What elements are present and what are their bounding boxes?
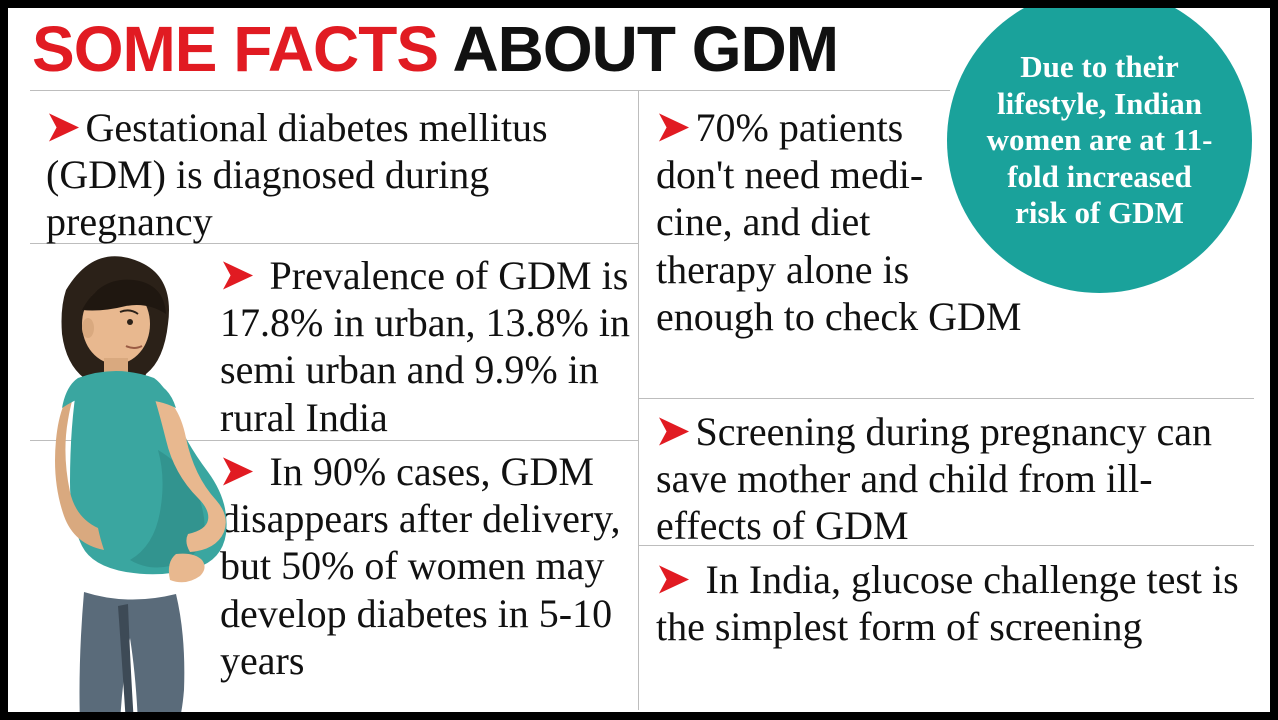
bullet-arrow-icon: ➤ (656, 407, 690, 454)
fact-right-3: ➤ In India, glucose challenge test is th… (656, 556, 1252, 650)
fact-left-3: ➤ In 90% cases, GDM disappears after del… (220, 448, 630, 684)
fact-left-1: ➤Gestational diabetes mellitus (GDM) is … (46, 104, 606, 246)
fact-right-2: ➤Screening during pregnancy can save mot… (656, 408, 1252, 550)
fact-text: In India, glucose challenge test is the … (656, 557, 1239, 649)
fact-left-2: ➤ Prevalence of GDM is 17.8% in urban, 1… (220, 252, 630, 441)
fact-text: In 90% cases, GDM disappears after deliv… (220, 449, 621, 683)
bullet-arrow-icon: ➤ (656, 103, 690, 150)
headline-rest: ABOUT GDM (438, 13, 838, 85)
fact-text: Gestational diabetes mellitus (GDM) is d… (46, 105, 548, 244)
risk-badge-text: Due to their lifestyle, Indian women are… (979, 49, 1220, 232)
right-divider-1 (638, 398, 1254, 399)
bullet-arrow-icon: ➤ (46, 103, 80, 150)
column-divider (638, 90, 639, 710)
divider-under-headline (30, 90, 950, 91)
fact-text: Prevalence of GDM is 17.8% in urban, 13.… (220, 253, 630, 440)
headline-red: SOME FACTS (32, 13, 438, 85)
headline: SOME FACTS ABOUT GDM (32, 12, 952, 86)
pregnant-woman-illustration (8, 254, 238, 714)
infographic-frame: SOME FACTS ABOUT GDM ➤Gestational diabet… (6, 6, 1272, 714)
fact-text: Screening during pregnancy can save moth… (656, 409, 1212, 548)
bullet-arrow-icon: ➤ (656, 555, 690, 602)
